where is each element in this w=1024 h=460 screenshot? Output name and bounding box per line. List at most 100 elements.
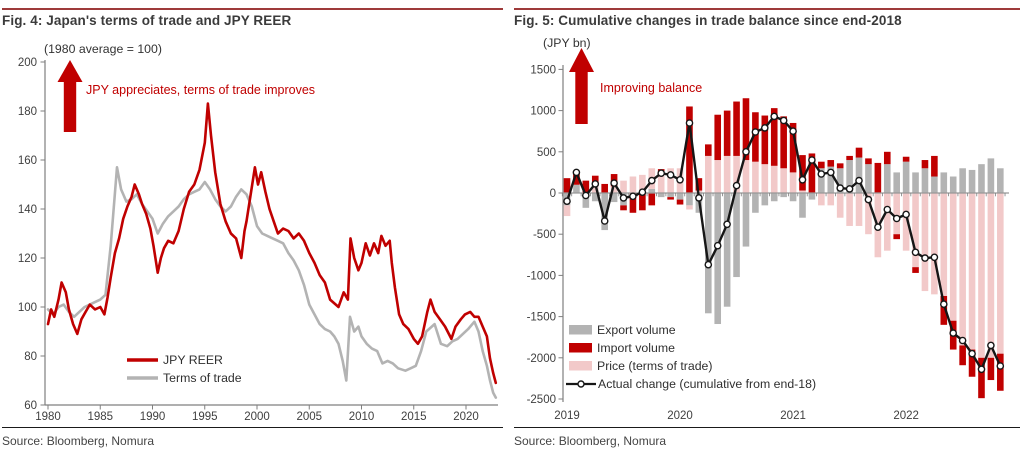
x-tick-label: 2022	[893, 410, 919, 422]
series-jpy-reer	[46, 102, 498, 385]
data-point-marker	[760, 124, 769, 132]
y-tick-label: -1500	[527, 312, 556, 324]
bar	[987, 357, 995, 381]
y-tick-label: -2000	[527, 353, 556, 365]
bar	[705, 155, 712, 193]
bar	[846, 155, 853, 161]
data-point-marker	[817, 170, 826, 178]
bar	[921, 193, 929, 292]
y-tick-label: 60	[24, 400, 37, 412]
data-point-marker	[704, 260, 713, 269]
bar	[789, 122, 797, 173]
data-point-marker	[676, 175, 684, 184]
data-point-marker	[958, 336, 967, 345]
bar	[855, 193, 863, 226]
y-tick-label: -500	[533, 229, 556, 241]
bar	[855, 157, 863, 193]
bar	[591, 185, 599, 193]
bar	[723, 155, 731, 193]
bar	[893, 234, 900, 240]
legend-item: Price (terms of trade)	[569, 359, 712, 373]
bar	[818, 168, 825, 193]
x-tick-label: 2000	[244, 411, 270, 423]
bar	[629, 176, 637, 193]
bar	[818, 161, 825, 169]
bar	[978, 193, 985, 358]
data-point-marker	[582, 191, 590, 200]
bar	[742, 160, 750, 193]
data-point-marker	[826, 168, 835, 177]
bar	[827, 166, 835, 193]
bar	[780, 116, 787, 169]
bar	[780, 168, 787, 193]
y-tick-label: 0	[550, 188, 556, 200]
y-tick-label: 500	[537, 147, 556, 159]
bar	[959, 345, 966, 366]
bar	[582, 193, 590, 208]
bar	[978, 357, 985, 399]
data-point-marker	[789, 127, 797, 135]
y-tick-label: 160	[18, 155, 37, 167]
y-tick-label: 100	[18, 302, 37, 314]
bar	[610, 186, 618, 193]
fig4-title: Fig. 4: Japan's terms of trade and JPY R…	[2, 13, 292, 28]
data-point-marker	[751, 128, 760, 136]
legend-label: Price (terms of trade)	[597, 359, 712, 373]
bar	[676, 199, 684, 205]
data-point-marker	[987, 341, 995, 350]
bar	[789, 172, 797, 193]
y-tick-label: 1500	[530, 64, 556, 76]
bar	[591, 193, 599, 202]
data-point-marker	[563, 197, 571, 205]
bar	[997, 168, 1004, 193]
fig5-subtitle: (JPY bn)	[543, 36, 591, 50]
data-point-marker	[713, 241, 722, 250]
data-point-marker	[864, 195, 873, 204]
legend-item: Actual change (cumulative from end-18)	[566, 377, 816, 391]
bar	[865, 158, 872, 165]
data-point-marker	[902, 210, 910, 219]
bar	[648, 188, 656, 193]
bar	[902, 156, 910, 162]
data-point-marker	[911, 248, 920, 257]
data-point-marker	[666, 171, 675, 179]
bar	[620, 180, 627, 193]
data-point-marker	[610, 179, 618, 187]
data-point-marker	[977, 365, 986, 374]
bar	[686, 106, 693, 193]
bar	[931, 176, 938, 193]
bar	[770, 165, 778, 193]
data-point-marker	[836, 184, 845, 192]
x-tick-label: 2015	[401, 411, 427, 423]
x-tick-label: 2019	[554, 410, 580, 422]
legend-item: Import volume	[569, 341, 675, 355]
bar	[997, 353, 1004, 391]
bar	[978, 164, 985, 193]
bar	[987, 158, 995, 193]
bar	[893, 172, 900, 193]
y-tick-label: 200	[18, 57, 37, 69]
bar	[686, 205, 693, 210]
bar	[987, 193, 995, 358]
bar	[883, 164, 891, 193]
legend-label: JPY REER	[163, 353, 223, 367]
bar	[827, 160, 835, 167]
fig5-annotation: Improving balance	[600, 81, 703, 95]
legend-label: Actual change (cumulative from end-18)	[598, 377, 816, 391]
bar	[733, 101, 740, 156]
data-point-marker	[732, 181, 741, 190]
bar	[827, 193, 835, 206]
bar	[723, 193, 731, 307]
bar	[883, 151, 891, 165]
data-point-marker	[798, 175, 807, 184]
bar	[874, 162, 882, 193]
bar	[846, 160, 853, 193]
bar	[808, 153, 816, 193]
x-tick-label: 2020	[453, 411, 479, 423]
bar	[573, 172, 580, 185]
bar	[912, 172, 919, 193]
bar	[836, 163, 844, 169]
data-point-marker	[742, 147, 750, 156]
data-point-marker	[968, 349, 976, 358]
